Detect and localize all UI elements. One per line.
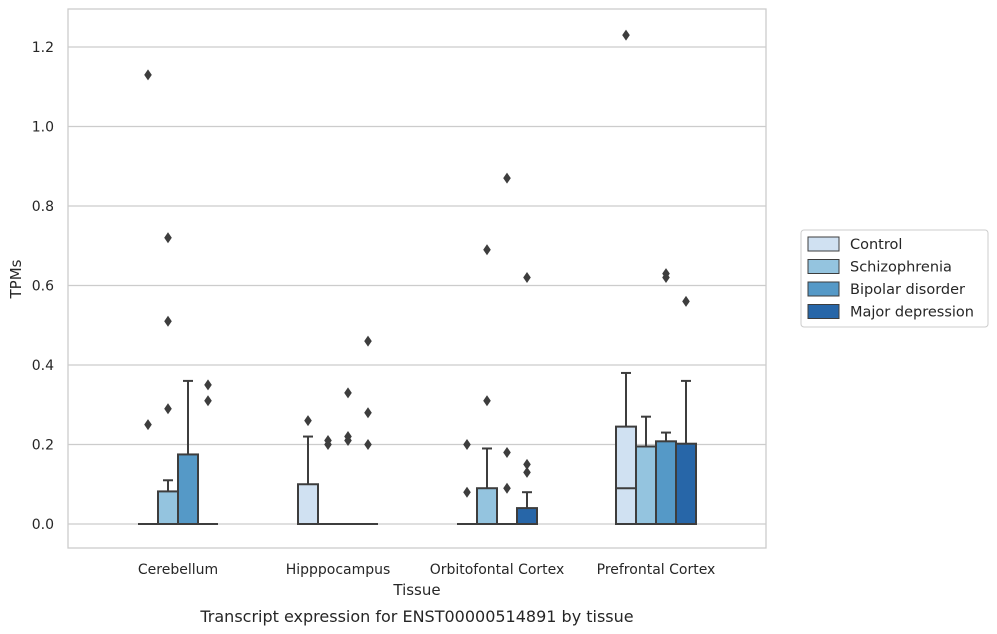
outlier-point (523, 466, 531, 478)
outlier-point (164, 403, 172, 415)
box-body (615, 425, 637, 525)
outlier-point (144, 419, 152, 431)
outlier-point (324, 435, 332, 447)
legend-swatch (807, 236, 840, 252)
x-tick-labels: Cerebellum Hipppocampus Orbitofontal Corte… (138, 562, 715, 578)
legend-label: Major depression (850, 305, 974, 321)
legend-swatch (807, 281, 840, 297)
y-tick-label: 0.8 (32, 199, 54, 215)
box-0-1 (157, 232, 179, 525)
outlier-point (344, 431, 352, 443)
legend-swatch (807, 259, 840, 274)
chart-caption: Transcript expression for ENST0000051489… (199, 607, 633, 626)
outlier-point (483, 395, 491, 407)
outlier-point (503, 482, 511, 494)
outlier-point (662, 268, 670, 280)
x-tick-label: Orbitofontal Cortex (430, 562, 565, 578)
box-body (516, 507, 538, 526)
box-body (157, 490, 179, 525)
box-body (675, 442, 697, 525)
legend-label: Control (850, 237, 902, 253)
box-1-2 (338, 387, 358, 525)
outlier-point (364, 407, 372, 419)
outlier-point (682, 295, 690, 307)
x-tick-label: Hipppocampus (286, 562, 391, 578)
y-tick-label: 0.0 (32, 517, 54, 533)
legend-label: Schizophrenia (850, 260, 952, 276)
box-body (635, 445, 657, 525)
outlier-point (344, 387, 352, 399)
box-2-1 (476, 244, 498, 526)
outlier-point (463, 439, 471, 450)
legend-swatch (807, 304, 840, 319)
outlier-point (463, 486, 471, 498)
legend: Control Schizophrenia Bipolar disorder Majo… (800, 229, 989, 328)
box-0-0 (138, 69, 158, 525)
plot-frame (67, 8, 767, 549)
y-tick-labels: 0.0 0.2 0.4 0.6 0.8 1.0 1.2 (32, 40, 54, 533)
legend-frame (800, 229, 989, 328)
y-tick-label: 0.2 (32, 438, 54, 454)
box-3-0 (615, 29, 637, 525)
box-groups (138, 29, 697, 526)
box-3-3 (675, 295, 697, 525)
box-0-2 (177, 379, 199, 525)
box-1-0 (297, 415, 319, 525)
outlier-point (164, 315, 172, 327)
box-3-1 (635, 415, 657, 525)
outlier-point (204, 395, 212, 407)
outlier-point (164, 232, 172, 244)
outlier-point (204, 379, 212, 391)
outlier-point (503, 446, 511, 458)
box-2-3 (516, 272, 538, 526)
box-1-3 (358, 335, 378, 525)
box-2-2 (497, 172, 517, 525)
outlier-point (523, 458, 531, 470)
outlier-point (364, 335, 372, 347)
x-axis-label: Tissue (392, 581, 440, 599)
box-3-2 (655, 268, 677, 526)
box-body (476, 487, 498, 526)
box-1-1 (318, 435, 338, 525)
x-tick-label: Cerebellum (138, 562, 218, 578)
grid-lines (68, 46, 766, 525)
outlier-point (483, 244, 491, 256)
box-body (297, 483, 319, 525)
legend-label: Bipolar disorder (850, 282, 965, 298)
box-body (655, 440, 677, 526)
y-tick-label: 1.2 (32, 40, 54, 56)
y-axis-label: TPMs (7, 259, 25, 299)
outlier-point (523, 272, 531, 284)
outlier-point (304, 415, 312, 427)
outlier-point (503, 172, 511, 184)
x-tick-label: Prefrontal Cortex (597, 562, 716, 578)
box-0-3 (198, 379, 218, 525)
y-tick-label: 0.4 (32, 358, 54, 374)
outlier-point (144, 69, 152, 81)
y-tick-label: 0.6 (32, 279, 54, 295)
box-body (177, 453, 199, 525)
y-tick-label: 1.0 (32, 120, 54, 136)
outlier-point (364, 439, 372, 450)
box-2-0 (457, 439, 477, 525)
outlier-point (622, 29, 630, 41)
